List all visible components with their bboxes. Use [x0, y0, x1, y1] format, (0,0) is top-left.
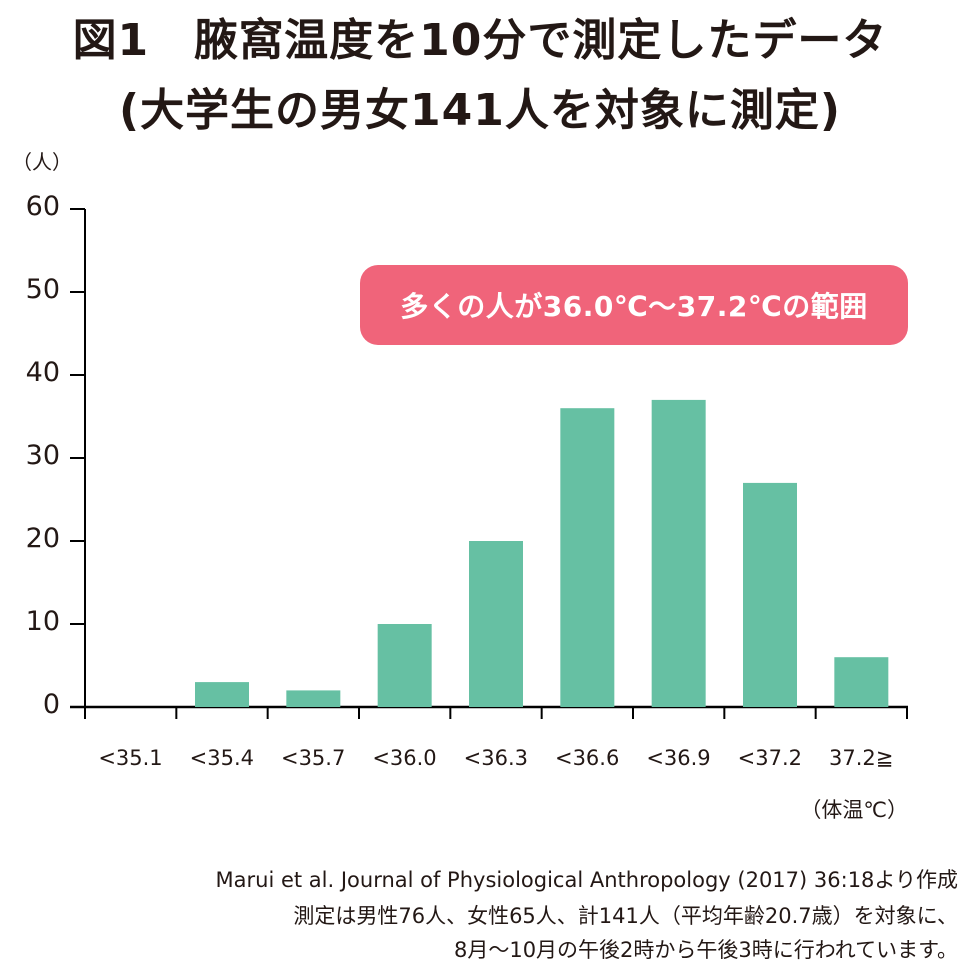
y-tick-label: 60 — [25, 191, 60, 222]
x-tick-label: <36.0 — [372, 746, 437, 770]
x-tick-label: <35.1 — [98, 746, 163, 770]
y-tick-label: 40 — [25, 357, 60, 388]
y-tick-label: 10 — [25, 606, 60, 637]
chart-title-line1: 図1 腋窩温度を10分で測定したデータ — [72, 15, 888, 66]
callout-badge: 多くの人が36.0℃〜37.2℃の範囲 — [360, 265, 908, 345]
bar — [651, 399, 706, 707]
x-tick-label: <37.2 — [737, 746, 802, 770]
x-tick-label: <36.9 — [646, 746, 711, 770]
bar — [834, 657, 889, 707]
y-tick-label: 20 — [25, 523, 60, 554]
y-tick-label: 0 — [42, 689, 60, 720]
footer-note-2: 8月〜10月の午後2時から午後3時に行われています。 — [453, 938, 958, 962]
bar — [377, 624, 432, 707]
footer-source: Marui et al. Journal of Physiological An… — [215, 868, 958, 892]
x-tick-label: <35.7 — [280, 746, 346, 770]
bar — [195, 682, 249, 707]
y-tick-label: 50 — [25, 274, 60, 305]
x-tick-label: <36.3 — [463, 746, 528, 770]
x-tick-label: <36.6 — [554, 746, 620, 770]
bar — [286, 690, 341, 707]
x-tick-label: 37.2≧ — [828, 746, 894, 770]
chart-title-line2: (大学生の男女141人を対象に測定) — [118, 85, 842, 136]
bar-chart — [70, 208, 908, 719]
x-axis-unit: （体温℃） — [800, 798, 908, 822]
bar — [743, 482, 797, 707]
bar — [469, 541, 523, 707]
y-axis-unit: （人） — [12, 150, 72, 174]
y-tick-label: 30 — [25, 440, 60, 471]
bar — [560, 408, 615, 707]
footer-note-1: 測定は男性76人、女性65人、計141人（平均年齢20.7歳）を対象に、 — [293, 904, 958, 928]
x-tick-label: <35.4 — [189, 746, 254, 770]
